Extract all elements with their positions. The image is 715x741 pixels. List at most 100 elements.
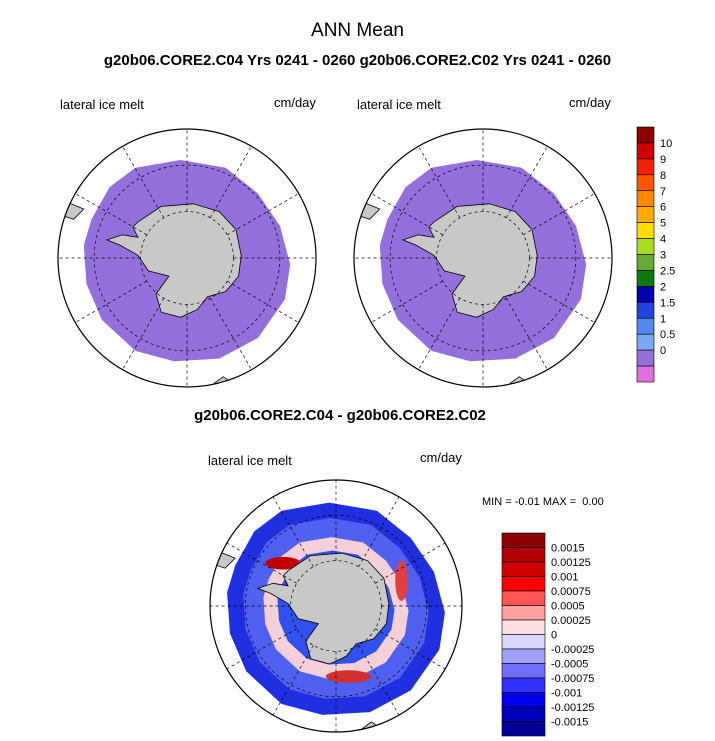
meridian-line [505,146,548,218]
antarctica-landmass [105,203,242,318]
meridian-line [226,542,297,584]
colorbar-swatch [636,222,655,239]
colorbar-tick-label: 5 [660,218,666,230]
colorbar-swatch [636,158,655,176]
colorbar-swatch [636,254,655,271]
meridian-line [75,193,147,236]
colorbar-tick-label: 0.001 [551,572,579,584]
polar-map-1 [353,128,613,388]
figure-title: ANN Mean [311,20,404,41]
meridian-line [371,280,443,323]
colorbar-swatch [636,238,655,255]
colorbar-tick-label: 0.00125 [551,557,591,569]
meridian-line [226,628,297,670]
colorbar-tick-label: 0.00075 [551,586,591,598]
min-max-readout: MIN = -0.01 MAX = 0.00 [482,496,604,508]
colorbar-swatch [636,142,655,160]
colorbar-swatch [636,317,655,335]
colorbar-0: 10 9 8 7 6 5 4 3 2.5 2 1.5 1 0.5 0 [636,126,675,383]
colorbar-swatch [501,663,546,679]
latitude-circle [244,514,428,698]
colorbar-tick-label: 0.00025 [551,615,591,627]
colorbar-swatch [636,174,655,192]
min-label: MIN = [482,496,515,508]
colorbar-swatch [501,576,546,592]
meridian-line [523,280,595,323]
colorbar-swatch [636,270,655,287]
colorbar-tick-label: 2 [660,281,666,293]
colorbar-tick-label: -0.00125 [551,702,594,714]
colorbar-tick-label: 1 [660,313,666,325]
colorbar-swatch [501,706,546,722]
meridian-line [75,280,147,323]
colorbar-tick-label: 0 [660,345,666,357]
colorbar-tick-label: 10 [660,138,672,150]
colorbar-swatch [501,619,546,635]
colorbar-swatch [636,206,655,223]
difference-positive-patch [265,556,301,570]
latitude-circle [389,164,577,352]
colorbar-tick-label: -0.00075 [551,673,594,685]
colorbar-tick-label: 9 [660,154,666,166]
colorbar-swatch [501,721,546,737]
panel1-variable-label: lateral ice melt [60,97,144,112]
meridian-line [272,496,314,567]
difference-positive-patch [325,670,372,683]
meridian-line [272,645,314,716]
colorbar-swatch [501,648,546,664]
colorbar-tick-label: 0.0015 [551,543,585,555]
figure-subtitle: g20b06.CORE2.C04 Yrs 0241 - 0260 g20b06.… [103,52,612,69]
meridian-line [209,146,252,218]
meridian-line [227,280,299,323]
colorbar-swatch [501,590,546,606]
meridian-line [375,628,446,670]
panel2-variable-label: lateral ice melt [357,97,441,112]
meridian-line [358,496,400,567]
colorbar-swatch [501,605,546,621]
meridian-line [523,193,595,236]
colorbar-swatch [636,286,655,303]
difference-title: g20b06.CORE2.C04 - g20b06.CORE2.C02 [194,407,486,424]
meridian-line [122,298,165,370]
colorbar-swatch [636,365,655,383]
meridian-line [227,193,299,236]
colorbar-tick-label: -0.00025 [551,644,594,656]
antarctica-landmass [401,203,538,318]
panel2-units-label: cm/day [569,95,611,110]
colorbar-tick-label: 3 [660,250,666,262]
colorbar-swatch [636,333,655,351]
colorbar-swatch [636,349,655,367]
latitude-circle [93,164,281,352]
meridian-line [358,645,400,716]
colorbar-swatch [501,677,546,693]
colorbar-tick-label: 6 [660,202,666,214]
colorbar-tick-label: 0.5 [660,329,675,341]
colorbar-tick-label: -0.0005 [551,659,588,671]
colorbar-swatch [501,634,546,650]
meridian-line [209,298,252,370]
meridian-line [505,298,548,370]
meridian-line [418,146,461,218]
colorbar-tick-label: 0.0005 [551,601,585,613]
antarctica-landmass [256,552,390,665]
colorbar-tick-label: -0.001 [551,688,582,700]
panel1-units-label: cm/day [274,95,316,110]
map-border [353,128,613,388]
colorbar-swatch [636,126,655,144]
colorbar-swatch [501,692,546,708]
colorbar-swatch [501,532,546,548]
colorbar-tick-label: 2.5 [660,265,675,277]
colorbar-tick-label: 0 [551,630,557,642]
colorbar-tick-label: 7 [660,186,666,198]
colorbar-swatch [501,561,546,577]
meridian-line [371,193,443,236]
panel3-units-label: cm/day [420,450,462,465]
max-label: MAX = [542,496,580,508]
polar-map-2 [209,479,463,733]
colorbar-tick-label: 4 [660,234,666,246]
meridian-line [375,542,446,584]
map-border [57,128,317,388]
colorbar-swatch [636,302,655,319]
map-border [209,479,463,733]
